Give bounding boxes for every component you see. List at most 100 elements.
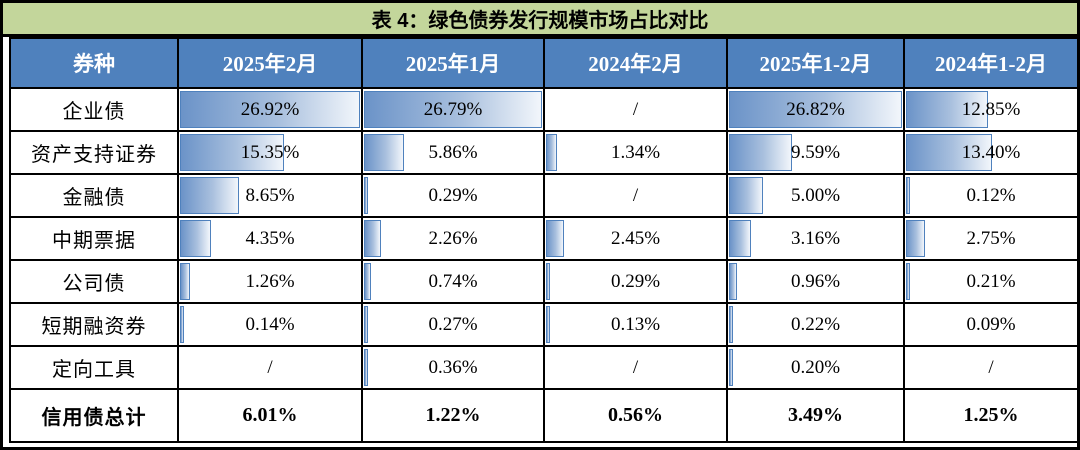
data-bar [364, 349, 369, 386]
cell-value: 1.22% [425, 404, 481, 426]
table-row: 公司债 1.26% 0.74% 0.29% 0.96% 0.21% [9, 259, 1079, 304]
data-cell: 0.09% [903, 302, 1079, 347]
data-bar [364, 134, 405, 171]
column-header: 2024年2月 [543, 37, 728, 89]
row-label: 定向工具 [9, 345, 179, 390]
cell-value: 0.09% [966, 313, 1016, 335]
table-row: 金融债 8.65% 0.29% / 5.00% 0.12% [9, 173, 1079, 218]
data-bar [729, 349, 733, 386]
data-cell: 26.82% [726, 87, 905, 132]
cell-value: / [988, 356, 994, 378]
data-cell: 9.59% [726, 130, 905, 175]
data-cell: 2.75% [903, 216, 1079, 261]
cell-value: 5.00% [790, 184, 841, 206]
data-cell: 0.36% [361, 345, 545, 390]
data-cell: 1.34% [543, 130, 728, 175]
cell-value: 12.85% [961, 98, 1021, 120]
data-cell: / [543, 345, 728, 390]
data-bar [180, 91, 360, 128]
cell-value: 0.13% [610, 313, 661, 335]
data-cell: 1.22% [361, 388, 545, 443]
data-bar [546, 306, 550, 343]
cell-value: / [632, 184, 639, 206]
table-row: 中期票据 4.35% 2.26% 2.45% 3.16% 2.75% [9, 216, 1079, 261]
total-row: 信用债总计 6.01% 1.22% 0.56% 3.49% 1.25% [9, 388, 1079, 443]
cell-value: 0.21% [966, 270, 1016, 292]
data-cell: 0.13% [543, 302, 728, 347]
row-label: 金融债 [9, 173, 179, 218]
data-bar [906, 220, 926, 257]
cell-value: 0.14% [245, 313, 295, 335]
data-bar [180, 134, 284, 171]
data-cell: 5.86% [361, 130, 545, 175]
cell-value: 3.49% [788, 404, 843, 426]
cell-value: 8.65% [245, 184, 295, 206]
column-header: 2025年2月 [177, 37, 363, 89]
data-bar [729, 220, 752, 257]
data-bar [546, 263, 550, 300]
data-bar [906, 177, 910, 214]
row-label: 公司债 [9, 259, 179, 304]
row-label: 信用债总计 [9, 388, 179, 443]
data-cell: 3.16% [726, 216, 905, 261]
data-cell: 5.00% [726, 173, 905, 218]
cell-value: 26.79% [423, 98, 483, 120]
cell-value: 0.22% [790, 313, 841, 335]
data-cell: 2.45% [543, 216, 728, 261]
cell-value: 0.56% [608, 404, 663, 426]
header-row: 券种 2025年2月 2025年1月 2024年2月 2025年1-2月 2024年1-2… [9, 37, 1079, 89]
data-cell: 0.12% [903, 173, 1079, 218]
data-cell: 2.26% [361, 216, 545, 261]
cell-value: 0.27% [428, 313, 478, 335]
table-title: 表 4：绿色债券发行规模市场占比对比 [3, 3, 1077, 37]
data-bar [729, 263, 738, 300]
data-cell: 3.49% [726, 388, 905, 443]
cell-value: / [267, 356, 273, 378]
cell-value: 0.29% [610, 270, 661, 292]
data-cell: 26.92% [177, 87, 363, 132]
cell-value: 26.82% [786, 98, 845, 120]
data-cell: / [903, 345, 1079, 390]
data-bar [729, 306, 733, 343]
table-row: 定向工具 / 0.36% / 0.20% / [9, 345, 1079, 390]
data-cell: 0.14% [177, 302, 363, 347]
data-bar [180, 220, 211, 257]
cell-value: 26.92% [240, 98, 300, 120]
data-cell: / [543, 87, 728, 132]
table-row: 企业债 26.92% 26.79% / 26.82% 12.85% [9, 87, 1079, 132]
row-label: 资产支持证券 [9, 130, 179, 175]
row-label: 中期票据 [9, 216, 179, 261]
data-cell: 12.85% [903, 87, 1079, 132]
cell-value: 2.75% [966, 227, 1016, 249]
column-header: 2025年1月 [361, 37, 545, 89]
data-bar [546, 134, 557, 171]
row-label: 企业债 [9, 87, 179, 132]
data-bar [364, 306, 368, 343]
data-cell: 15.35% [177, 130, 363, 175]
data-bar [364, 91, 542, 128]
data-bar [364, 177, 368, 214]
comparison-table: 券种 2025年2月 2025年1月 2024年2月 2025年1-2月 2024年1-2… [9, 37, 1079, 443]
row-label: 短期融资券 [9, 302, 179, 347]
table-head: 券种 2025年2月 2025年1月 2024年2月 2025年1-2月 2024年1-2… [9, 37, 1079, 89]
data-cell: / [543, 173, 728, 218]
data-bar [180, 263, 191, 300]
cell-value: 9.59% [790, 141, 841, 163]
data-cell: 0.27% [361, 302, 545, 347]
data-cell: 4.35% [177, 216, 363, 261]
cell-value: 1.34% [610, 141, 661, 163]
data-cell: / [177, 345, 363, 390]
cell-value: 0.96% [790, 270, 841, 292]
cell-value: 0.29% [428, 184, 478, 206]
cell-value: 3.16% [790, 227, 841, 249]
data-cell: 26.79% [361, 87, 545, 132]
cell-value: 0.12% [966, 184, 1016, 206]
data-cell: 8.65% [177, 173, 363, 218]
cell-value: 0.20% [790, 356, 841, 378]
table-body: 企业债 26.92% 26.79% / 26.82% 12.85% 资产支持证券 15.35%… [9, 87, 1079, 443]
cell-value: 5.86% [428, 141, 478, 163]
data-cell: 0.56% [543, 388, 728, 443]
cell-value: 13.40% [961, 141, 1021, 163]
column-header: 2024年1-2月 [903, 37, 1079, 89]
data-bar [364, 263, 371, 300]
